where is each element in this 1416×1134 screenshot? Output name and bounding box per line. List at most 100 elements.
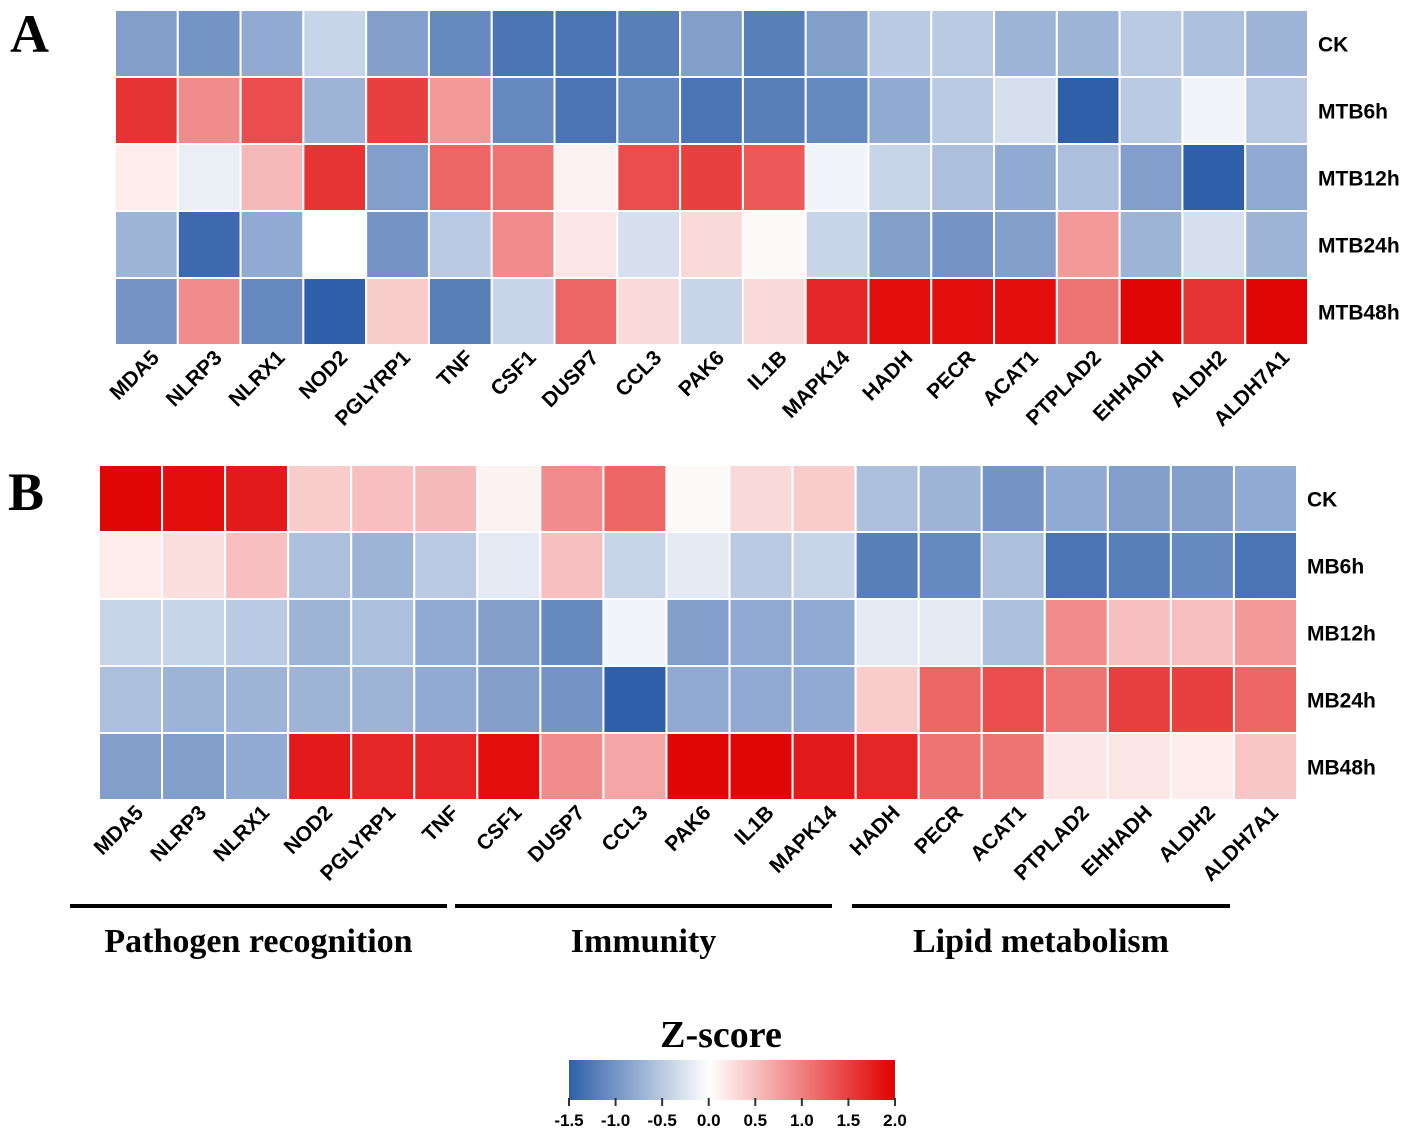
column-label: MDA5 — [90, 801, 149, 860]
heatmap-cell — [804, 210, 870, 279]
colorbar-tick-label: 2.0 — [883, 1111, 907, 1130]
heatmap-cell — [287, 531, 353, 600]
heatmap-cell — [854, 665, 920, 734]
colorbar-tick-label: 1.5 — [837, 1111, 861, 1130]
heatmap-cell — [476, 665, 542, 734]
heatmap-cell — [1043, 665, 1109, 734]
heatmap-cell — [239, 143, 305, 212]
column-label: NLRP3 — [162, 346, 227, 411]
heatmap-cell — [553, 277, 619, 346]
heatmap-cell — [1106, 665, 1172, 734]
heatmap-cell — [867, 143, 933, 212]
column-label: NOD2 — [295, 346, 353, 404]
heatmap-cell — [1055, 210, 1121, 279]
column-label: PAK6 — [674, 346, 729, 401]
heatmap-cell — [287, 665, 353, 734]
heatmap-cell — [427, 143, 493, 212]
heatmap-cell — [302, 9, 368, 78]
heatmap-cell — [980, 665, 1046, 734]
heatmap-cell — [1181, 277, 1247, 346]
heatmap-cell — [665, 732, 731, 801]
colorbar-tick-label: 0.5 — [743, 1111, 767, 1130]
heatmap-cell — [1118, 76, 1184, 145]
heatmap-cell — [1169, 665, 1235, 734]
heatmap-cell — [1244, 76, 1310, 145]
heatmap-cell — [616, 76, 682, 145]
heatmap-cell — [224, 598, 290, 667]
heatmap-cell — [917, 598, 983, 667]
heatmap-cell — [616, 9, 682, 78]
heatmap-cell — [539, 732, 605, 801]
heatmap-cell — [665, 665, 731, 734]
heatmap-cell — [1118, 143, 1184, 212]
heatmap-cell — [1043, 598, 1109, 667]
column-label: IL1B — [743, 346, 791, 394]
heatmap-cell — [867, 210, 933, 279]
heatmap-cell — [1244, 210, 1310, 279]
heatmap-cell — [980, 598, 1046, 667]
heatmap-cell — [804, 9, 870, 78]
heatmap-cell — [287, 732, 353, 801]
heatmap-cell — [854, 732, 920, 801]
heatmap-cell — [287, 598, 353, 667]
heatmap-cell — [917, 464, 983, 533]
heatmap-cell — [1106, 464, 1172, 533]
heatmap-cell — [741, 210, 807, 279]
heatmap-cell — [1106, 598, 1172, 667]
heatmap-cell — [413, 531, 479, 600]
colorbar-tick-label: -1.5 — [554, 1111, 583, 1130]
heatmap-cell — [741, 76, 807, 145]
heatmap-cell — [239, 76, 305, 145]
heatmap-cell — [1169, 531, 1235, 600]
heatmap-cell — [114, 9, 179, 78]
heatmap-cell — [791, 464, 857, 533]
heatmap-cell — [302, 143, 368, 212]
heatmap-cell — [427, 210, 493, 279]
heatmap-cell — [867, 76, 933, 145]
heatmap-cell — [1118, 210, 1184, 279]
heatmap-cell — [1043, 531, 1109, 600]
group-label: Pathogen recognition — [104, 923, 412, 960]
column-label: DUSP7 — [538, 346, 604, 412]
heatmap-cell — [114, 76, 179, 145]
row-label: MTB12h — [1318, 168, 1400, 191]
heatmap-cell — [287, 464, 353, 533]
heatmap-cell — [224, 531, 290, 600]
heatmap-cell — [993, 210, 1058, 279]
heatmap-cell — [1181, 9, 1247, 78]
heatmap-cell — [728, 598, 794, 667]
heatmap-cell — [239, 210, 305, 279]
heatmap-cell — [98, 598, 164, 667]
column-label: DUSP7 — [524, 801, 590, 867]
row-label: CK — [1318, 34, 1348, 57]
column-label: PAK6 — [661, 801, 716, 856]
heatmap-cell — [1106, 732, 1172, 801]
heatmap-cell — [476, 464, 542, 533]
heatmap-cell — [679, 143, 744, 212]
column-label: MAPK14 — [778, 346, 855, 423]
heatmap-cell — [1232, 598, 1299, 667]
heatmap-cell — [679, 76, 744, 145]
heatmap-cell — [741, 143, 807, 212]
heatmap-cell — [993, 143, 1058, 212]
heatmap-cell — [1043, 464, 1109, 533]
column-label: NLRX1 — [225, 346, 290, 411]
heatmap-cell — [239, 277, 305, 346]
heatmap-cell — [98, 531, 164, 600]
heatmap-cell — [239, 9, 305, 78]
heatmap-cell — [602, 732, 668, 801]
heatmap-cell — [930, 76, 996, 145]
heatmap-cell — [1232, 665, 1299, 734]
heatmap-cell — [980, 464, 1046, 533]
heatmap-cell — [224, 665, 290, 734]
heatmap-cell — [413, 732, 479, 801]
heatmap-cell — [1244, 9, 1310, 78]
column-label: MDA5 — [106, 346, 165, 405]
heatmap-cell — [161, 665, 227, 734]
heatmap-cell — [413, 598, 479, 667]
column-label: TNF — [433, 346, 478, 391]
heatmap-cell — [1106, 531, 1172, 600]
row-label: MB12h — [1307, 623, 1376, 646]
